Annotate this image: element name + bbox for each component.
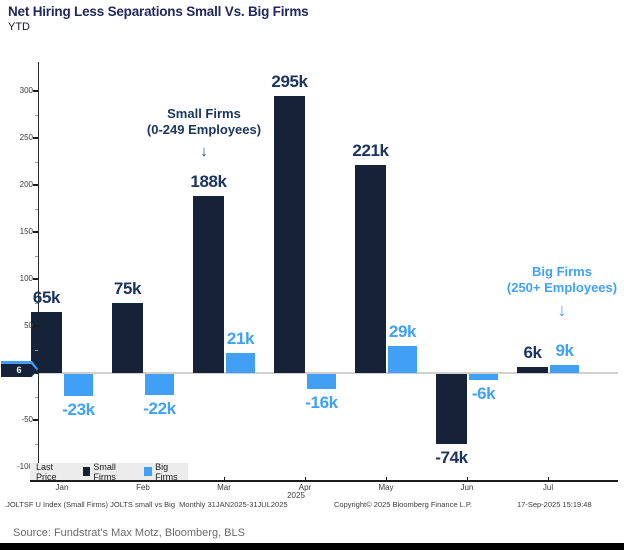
x-tick-label: Jul [542, 483, 554, 492]
y-tick [33, 278, 38, 280]
bar-small-jan [31, 311, 62, 373]
bar-small-mar [193, 196, 224, 373]
bar-small-feb [112, 302, 143, 373]
y-tick-minor [35, 302, 38, 304]
bar-value-label-small-jul: 6k [523, 343, 542, 363]
bar-value-label-big-apr: -16k [305, 393, 338, 413]
footer-ticker-info: .JOLTSF U Index (Small Firms) JOLTS smal… [4, 500, 288, 509]
y-tick-label: 300 [19, 86, 33, 95]
legend-item-big-firms[interactable]: Big Firms [155, 461, 178, 482]
x-tick [548, 477, 549, 480]
bar-value-label-big-jan: -23k [62, 399, 95, 419]
chart-legend: Last Price Small Firms Big Firms [30, 461, 188, 482]
y-tick-label: 50 [24, 321, 33, 330]
y-tick-label: 100 [19, 274, 33, 283]
y-tick-minor [35, 114, 38, 116]
bottom-border-bar [0, 543, 624, 550]
annotation-line2: (250+ Employees) [506, 280, 618, 295]
big-firms-annotation: Big Firms (250+ Employees) [462, 264, 624, 296]
annotation-line1: Small Firms [167, 106, 241, 121]
footer-timestamp: 17-Sep-2025 15:19:48 [517, 500, 592, 509]
bar-small-jul [517, 367, 548, 373]
annotation-line1: Big Firms [532, 264, 592, 279]
y-tick [33, 137, 38, 139]
y-tick [33, 325, 38, 327]
y-tick [33, 90, 38, 92]
bar-value-label-big-may: 29k [388, 321, 417, 341]
source-attribution: Source: Fundstrat's Max Motz, Bloomberg,… [13, 527, 245, 539]
bar-big-apr [307, 374, 336, 390]
bar-value-label-big-jul: 9k [555, 340, 574, 360]
x-tick-label: May [378, 483, 394, 492]
x-tick [305, 477, 306, 480]
bar-small-apr [274, 95, 305, 373]
small-firms-swatch-icon [82, 467, 91, 476]
y-tick-minor [35, 255, 38, 257]
y-tick-minor [35, 443, 38, 445]
x-tick [467, 477, 468, 480]
x-tick-label: Mar [217, 483, 231, 492]
y-tick-label: 200 [19, 180, 33, 189]
y-tick [33, 184, 38, 186]
bar-big-jan [64, 374, 93, 396]
y-tick [33, 372, 38, 374]
bar-value-label-small-feb: 75k [113, 278, 142, 298]
legend-item-small-firms[interactable]: Small Firms [93, 461, 116, 482]
y-tick-minor [35, 161, 38, 163]
bar-value-label-small-jan: 65k [32, 287, 61, 307]
x-axis-line [30, 480, 618, 482]
down-arrow-icon: ↓ [200, 143, 208, 160]
small-firms-annotation: Small Firms (0-249 Employees) [104, 106, 304, 138]
footer-copyright: Copyright© 2025 Bloomberg Finance L.P. [334, 500, 472, 509]
x-tick [386, 477, 387, 480]
bar-big-may [388, 345, 417, 373]
bar-value-label-small-may: 221k [352, 141, 389, 161]
bar-small-jun [436, 374, 467, 444]
y-tick [33, 231, 38, 233]
x-tick-label: Apr [298, 483, 312, 492]
y-tick-label: 150 [19, 227, 33, 236]
y-tick-minor [35, 349, 38, 351]
y-tick-minor [35, 208, 38, 210]
y-tick-label: -100 [16, 462, 33, 471]
y-axis-line [38, 62, 39, 481]
y-tick-minor [35, 396, 38, 398]
big-firms-swatch-icon [144, 467, 153, 476]
x-tick-label: Jun [460, 483, 474, 492]
annotation-line2: (0-249 Employees) [146, 122, 262, 137]
bar-small-may [355, 165, 386, 373]
bar-big-jun [469, 374, 498, 380]
bar-big-jul [550, 364, 579, 373]
bar-value-label-big-feb: -22k [143, 398, 176, 418]
bar-value-label-big-jun: -6k [471, 383, 496, 403]
chart-subtitle: YTD [8, 21, 30, 33]
down-arrow-icon: ↓ [557, 300, 567, 320]
x-tick-label: Jan [55, 483, 69, 492]
bar-big-mar [226, 353, 255, 373]
bar-big-feb [145, 374, 174, 395]
y-tick-label: 250 [19, 133, 33, 142]
zero-gridline [39, 372, 618, 374]
bar-value-label-small-mar: 188k [190, 172, 227, 192]
legend-last-price-label: Last Price [36, 461, 57, 482]
page-title: Net Hiring Less Separations Small Vs. Bi… [8, 4, 309, 19]
x-tick [224, 477, 225, 480]
bar-value-label-small-apr: 295k [271, 71, 308, 91]
x-axis-year-label: 2025 [287, 491, 305, 500]
bar-value-label-small-jun: -74k [435, 447, 468, 467]
x-tick-label: Feb [136, 483, 150, 492]
last-price-tag-small-firms: 6 [1, 364, 37, 377]
y-tick-label: -50 [21, 415, 33, 424]
bar-value-label-big-mar: 21k [226, 329, 255, 349]
y-tick [33, 419, 38, 421]
